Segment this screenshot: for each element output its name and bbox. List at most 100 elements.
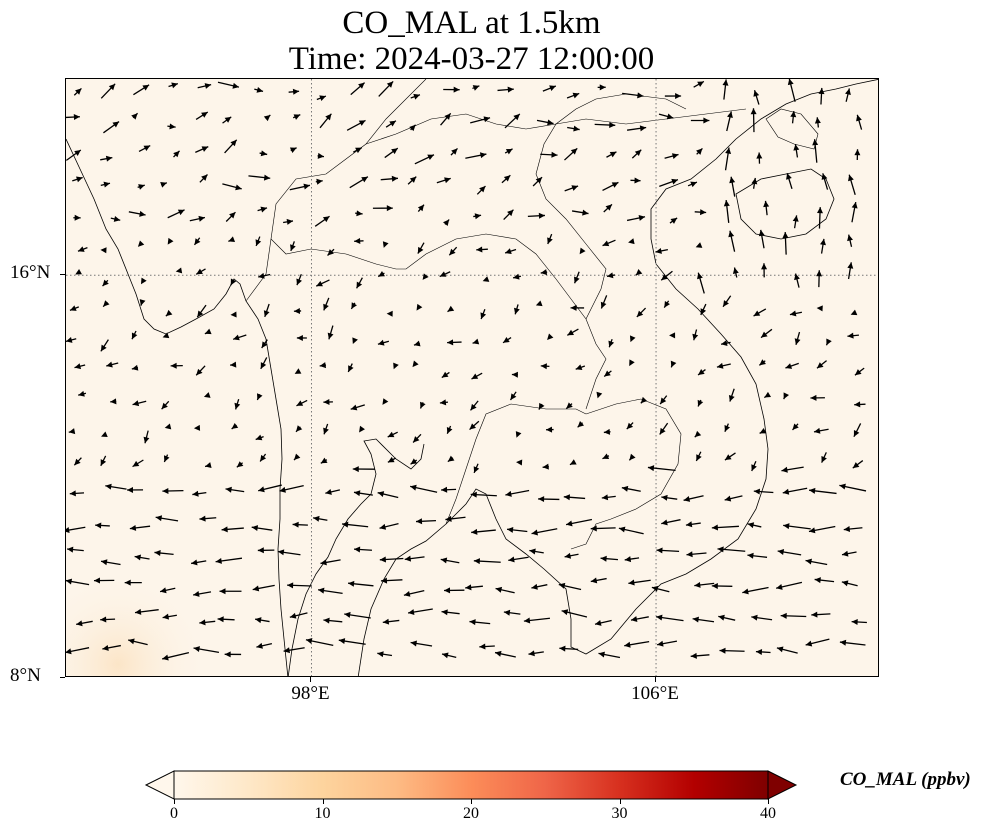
wind-arrow — [323, 398, 333, 405]
wind-arrow — [73, 457, 82, 466]
wind-arrow — [261, 339, 268, 349]
wind-arrow — [190, 559, 207, 566]
wind-arrow — [195, 365, 206, 376]
wind-arrow — [162, 487, 184, 494]
lon-tick — [310, 677, 312, 682]
wind-arrow — [313, 515, 328, 522]
wind-arrow — [817, 207, 823, 229]
wind-arrow — [547, 233, 553, 245]
wind-arrow — [252, 584, 275, 592]
wind-arrow — [348, 580, 374, 587]
wind-arrow — [724, 423, 731, 433]
wind-arrow — [193, 237, 201, 246]
wind-arrow — [354, 237, 364, 244]
wind-arrow — [747, 552, 768, 559]
wind-arrow — [590, 577, 607, 584]
wind-arrow — [315, 279, 330, 287]
wind-arrow — [294, 368, 302, 374]
wind-arrow — [608, 338, 615, 348]
wind-arrow — [254, 86, 264, 93]
wind-arrow — [137, 240, 145, 247]
wind-arrow — [758, 229, 765, 249]
wind-arrow — [175, 267, 183, 274]
wind-arrow — [222, 183, 242, 191]
wind-arrow — [447, 455, 455, 463]
wind-arrow — [251, 525, 273, 532]
wind-arrow — [626, 125, 647, 132]
wind-arrow — [100, 455, 107, 467]
wind-arrow — [323, 297, 330, 311]
wind-arrow — [690, 117, 710, 124]
wind-arrow — [441, 652, 457, 659]
wind-arrow — [669, 217, 678, 224]
wind-arrow — [377, 651, 393, 658]
wind-arrow — [724, 495, 743, 502]
wind-arrow — [503, 209, 514, 221]
wind-arrow — [66, 337, 77, 343]
wind-arrow — [504, 148, 513, 155]
wind-arrow — [380, 577, 403, 584]
wind-arrow — [664, 153, 679, 159]
wind-arrow — [102, 279, 109, 287]
wind-arrow — [138, 144, 151, 153]
wind-arrow — [473, 558, 501, 565]
wind-arrow — [69, 305, 80, 311]
wind-arrow — [812, 139, 819, 163]
wind-arrow — [323, 423, 329, 435]
colorbar-tick-label: 10 — [314, 805, 331, 822]
wind-arrow — [470, 400, 479, 411]
wind-arrow — [407, 608, 433, 616]
wind-arrow — [447, 305, 455, 313]
wind-arrow — [100, 181, 111, 188]
wind-arrow — [777, 549, 802, 556]
wind-arrow — [305, 638, 334, 647]
wind-arrow — [403, 589, 425, 597]
wind-arrow — [131, 364, 139, 371]
wind-arrow — [540, 269, 548, 276]
wind-arrow — [160, 182, 168, 188]
wind-arrow — [697, 272, 705, 294]
wind-arrow — [352, 466, 376, 473]
wind-arrow — [325, 489, 341, 495]
colorbar-extend-max — [767, 770, 798, 800]
colorbar-tick-label: 40 — [760, 805, 776, 822]
wind-arrow — [540, 363, 550, 370]
wind-arrow — [315, 178, 323, 185]
wind-arrow — [753, 308, 767, 317]
wind-arrow — [600, 555, 619, 562]
wind-arrow — [204, 328, 212, 335]
wind-arrow — [222, 116, 232, 124]
wind-arrow — [255, 434, 264, 441]
wind-arrow — [66, 647, 90, 655]
colorbar-tick — [768, 799, 769, 804]
wind-arrow — [416, 303, 423, 311]
wind-arrow — [758, 359, 766, 366]
wind-arrow — [786, 172, 793, 189]
wind-arrow — [847, 332, 859, 339]
wind-arrow — [372, 205, 393, 212]
wind-arrow — [527, 212, 545, 219]
wind-arrow — [292, 114, 301, 120]
wind-arrow — [167, 209, 185, 219]
wind-arrow — [95, 522, 110, 529]
wind-arrow — [154, 550, 174, 557]
wind-arrow — [787, 79, 796, 102]
wind-arrow — [353, 490, 373, 497]
wind-arrow — [508, 556, 529, 563]
wind-arrow — [618, 526, 644, 535]
wind-arrow — [199, 515, 217, 522]
colorbar-extend-min — [144, 770, 175, 800]
wind-arrow — [603, 428, 611, 435]
wind-arrow — [792, 423, 799, 431]
wind-arrow — [782, 487, 808, 495]
wind-arrow — [847, 234, 853, 247]
wind-arrow — [327, 325, 334, 340]
wind-arrow — [195, 268, 206, 275]
wind-arrow — [443, 86, 460, 93]
wind-arrow — [579, 247, 586, 255]
wind-arrow — [100, 155, 113, 162]
wind-arrow — [724, 147, 732, 171]
wind-arrow — [494, 650, 516, 658]
wind-arrow — [137, 184, 145, 190]
wind-arrow — [590, 525, 616, 532]
